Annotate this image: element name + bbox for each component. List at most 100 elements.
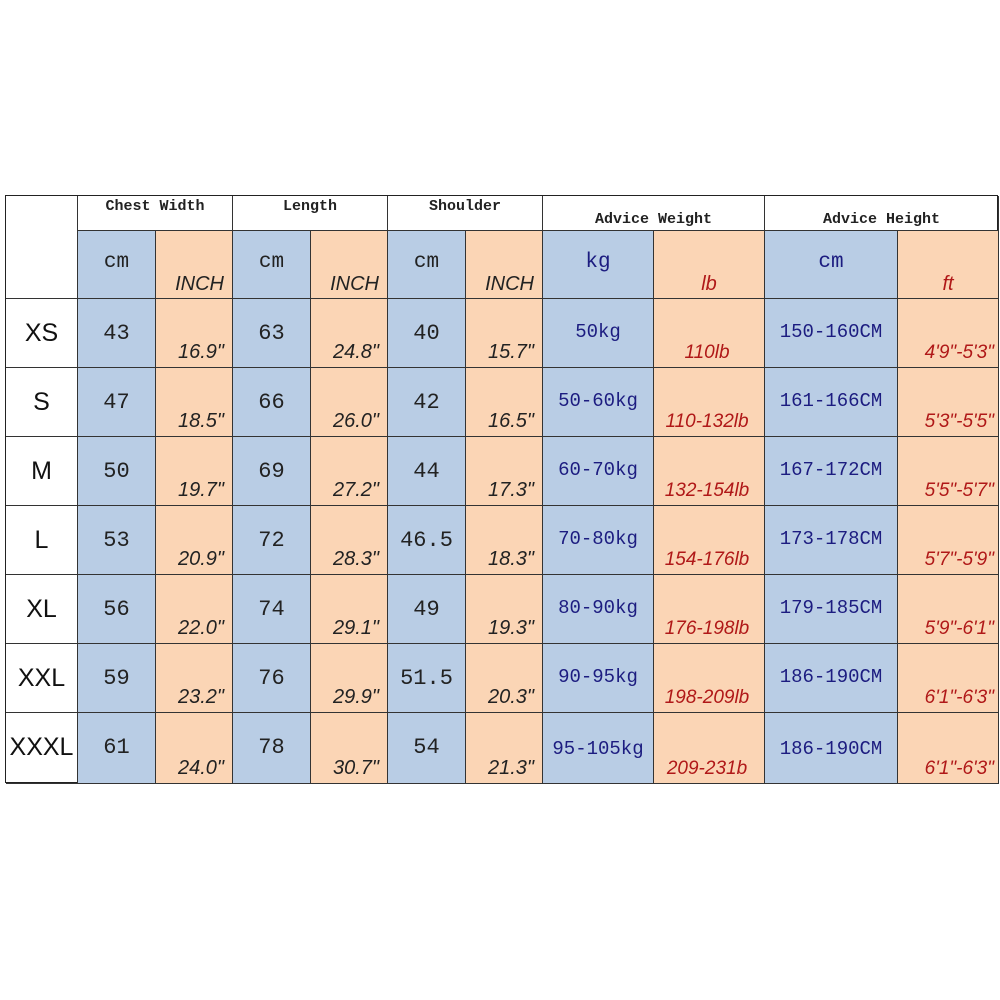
value-cell: 50kg [543,299,654,368]
value-cell: 20.3" [466,644,543,713]
value-cell: 150-160CM [765,299,898,368]
group-title: Length [282,198,337,215]
value-text: 66 [258,390,285,415]
value-cell: 5'3"-5'5" [898,368,999,437]
value-text: 50kg [575,321,621,343]
value-cell: 47 [78,368,156,437]
value-text: 50-60kg [558,390,638,412]
value-text: 30.7" [332,757,379,779]
value-text: 28.3" [332,548,379,570]
value-cell: 110-132lb [654,368,765,437]
group-title: Advice Height [822,211,941,228]
value-cell: 69 [233,437,311,506]
size-label: XXL [17,664,66,692]
size-label: L [34,526,49,554]
value-text: 63 [258,321,285,346]
size-label: S [33,388,50,416]
value-cell: 29.9" [311,644,388,713]
value-text: 132-154lb [664,480,750,501]
value-cell: 78 [233,713,311,784]
unit-header: cm [388,231,466,299]
value-text: 16.9" [177,341,224,363]
value-cell: 179-185CM [765,575,898,644]
value-text: 15.7" [487,341,534,363]
value-cell: 15.7" [466,299,543,368]
value-cell: 24.0" [156,713,233,784]
unit-label: cm [818,251,844,274]
value-text: 154-176lb [664,549,750,570]
value-cell: 74 [233,575,311,644]
value-text: 90-95kg [558,666,638,688]
value-cell: 209-231b [654,713,765,784]
header-corner [6,196,78,299]
value-text: 72 [258,528,285,553]
unit-label: kg [585,251,611,274]
value-text: 49 [413,597,440,622]
unit-header: INCH [311,231,388,299]
unit-header: lb [654,231,765,299]
value-cell: 6'1"-6'3" [898,644,999,713]
size-cell: XL [6,575,78,644]
value-cell: 50 [78,437,156,506]
size-label: XL [26,595,57,623]
value-cell: 66 [233,368,311,437]
value-text: 5'9"-6'1" [924,618,994,639]
unit-label: lb [701,273,717,295]
value-text: 26.0" [332,410,379,432]
value-cell: 59 [78,644,156,713]
value-cell: 161-166CM [765,368,898,437]
value-cell: 23.2" [156,644,233,713]
value-cell: 63 [233,299,311,368]
value-cell: 42 [388,368,466,437]
value-cell: 173-178CM [765,506,898,575]
size-label: M [31,457,52,485]
value-cell: 44 [388,437,466,506]
value-text: 53 [103,528,130,553]
value-cell: 53 [78,506,156,575]
unit-header: cm [78,231,156,299]
value-cell: 19.3" [466,575,543,644]
value-text: 22.0" [177,617,224,639]
unit-header: INCH [466,231,543,299]
size-label: XXXL [9,733,74,761]
value-cell: 80-90kg [543,575,654,644]
value-text: 61 [103,735,130,760]
unit-label: INCH [485,273,534,295]
value-text: 20.9" [177,548,224,570]
value-cell: 198-209lb [654,644,765,713]
value-text: 5'7"-5'9" [924,549,994,570]
group-title: Chest Width [105,198,205,215]
value-text: 5'3"-5'5" [924,411,994,432]
unit-header: cm [765,231,898,299]
value-cell: 110lb [654,299,765,368]
value-cell: 70-80kg [543,506,654,575]
value-cell: 20.9" [156,506,233,575]
value-text: 4'9"-5'3" [924,342,994,363]
value-cell: 90-95kg [543,644,654,713]
value-text: 6'1"-6'3" [924,758,994,779]
value-text: 20.3" [487,686,534,708]
value-cell: 26.0" [311,368,388,437]
value-text: 18.5" [177,410,224,432]
value-cell: 22.0" [156,575,233,644]
size-label: XS [24,319,59,347]
value-cell: 5'9"-6'1" [898,575,999,644]
value-text: 44 [413,459,440,484]
value-text: 40 [413,321,440,346]
size-cell: XS [6,299,78,368]
value-cell: 56 [78,575,156,644]
value-text: 54 [413,735,440,760]
value-text: 24.0" [177,757,224,779]
value-cell: 18.3" [466,506,543,575]
value-cell: 186-190CM [765,644,898,713]
value-text: 46.5 [400,528,453,553]
value-text: 47 [103,390,130,415]
value-cell: 6'1"-6'3" [898,713,999,784]
value-cell: 40 [388,299,466,368]
value-cell: 5'7"-5'9" [898,506,999,575]
unit-header: INCH [156,231,233,299]
size-cell: XXL [6,644,78,713]
size-cell: S [6,368,78,437]
value-text: 59 [103,666,130,691]
